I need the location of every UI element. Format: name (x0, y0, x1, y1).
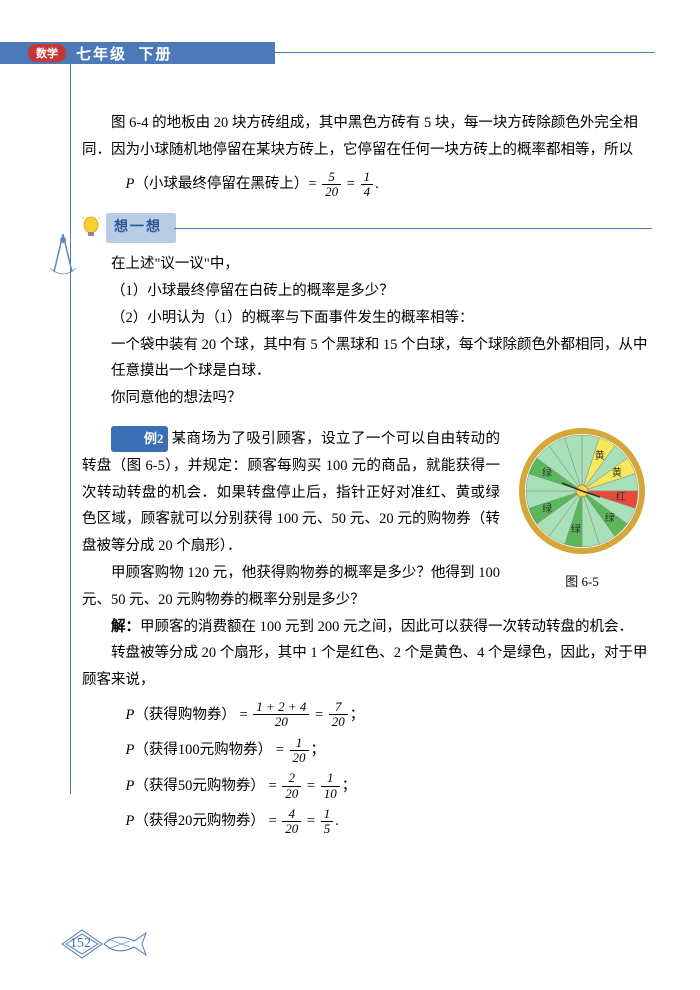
solution-p2: 转盘被等分成 20 个扇形，其中 1 个是红色、2 个是黄色、4 个是绿色，因此… (82, 640, 652, 694)
example2-label: 例2 (111, 426, 168, 452)
think-desc: 一个袋中装有 20 个球，其中有 5 个黑球和 15 个白球，每个球除颜色外都相… (111, 332, 652, 386)
think-underline (174, 228, 652, 229)
header-bar: 数学 七年级 下册 (0, 42, 275, 64)
formula-20: P（获得20元购物券） = 420 = 15 . (126, 807, 653, 837)
think-q1: （1）小球最终停留在白砖上的概率是多少？ (111, 278, 652, 305)
think-header: 想一想 (82, 213, 652, 243)
wheel-figure: 黄黄红绿绿绿绿 图 6-5 (512, 426, 652, 594)
header-rule (275, 52, 655, 53)
intro-formula: P（小球最终停留在黑砖上） = 520 = 14 . (126, 170, 653, 200)
think-body: 在上述"议一议"中， （1）小球最终停留在白砖上的概率是多少？ （2）小明认为（… (111, 251, 652, 412)
svg-text:黄: 黄 (595, 449, 605, 462)
subject-badge: 数学 (28, 44, 66, 62)
formula-50: P（获得50元购物券） = 220 = 110 ； (126, 771, 653, 801)
svg-text:绿: 绿 (571, 523, 581, 536)
solution-p1: 解：甲顾客的消费额在 100 元到 200 元之间，因此可以获得一次转动转盘的机… (82, 614, 652, 641)
margin-rule (70, 64, 71, 794)
formula-voucher: P（获得购物券） = 1 + 2 + 420 = 720 ； (126, 700, 653, 730)
formula-100: P（获得100元购物券） = 120 ； (126, 736, 653, 766)
think-ask: 你同意他的想法吗？ (111, 385, 652, 412)
bulb-icon (82, 216, 100, 240)
grade-text: 七年级 下册 (76, 43, 173, 64)
page-value: 152 (70, 936, 91, 952)
think-line1: 在上述"议一议"中， (111, 251, 652, 278)
example2-text: 例2 某商场为了吸引顾客，设立了一个可以自由转动的转盘（图 6-5），并规定：顾… (82, 426, 500, 614)
think-q2: （2）小明认为（1）的概率与下面事件发生的概率相等： (111, 305, 652, 332)
intro-para: 图 6-4 的地板由 20 块方砖组成，其中黑色方砖有 5 块，每一块方砖除颜色… (82, 110, 652, 164)
example2-p2: 甲顾客购物 120 元，他获得购物券的概率是多少？他得到 100 元、50 元、… (82, 560, 500, 614)
compass-icon (46, 232, 80, 282)
example2-row: 例2 某商场为了吸引顾客，设立了一个可以自由转动的转盘（图 6-5），并规定：顾… (82, 426, 652, 614)
think-title: 想一想 (106, 213, 176, 243)
svg-text:红: 红 (616, 490, 626, 503)
page-number: 152 (52, 926, 152, 962)
wheel-caption: 图 6-5 (512, 570, 652, 594)
main-content: 图 6-4 的地板由 20 块方砖组成，其中黑色方砖有 5 块，每一块方砖除颜色… (82, 110, 652, 842)
svg-text:黄: 黄 (612, 466, 622, 479)
svg-text:绿: 绿 (605, 512, 615, 525)
